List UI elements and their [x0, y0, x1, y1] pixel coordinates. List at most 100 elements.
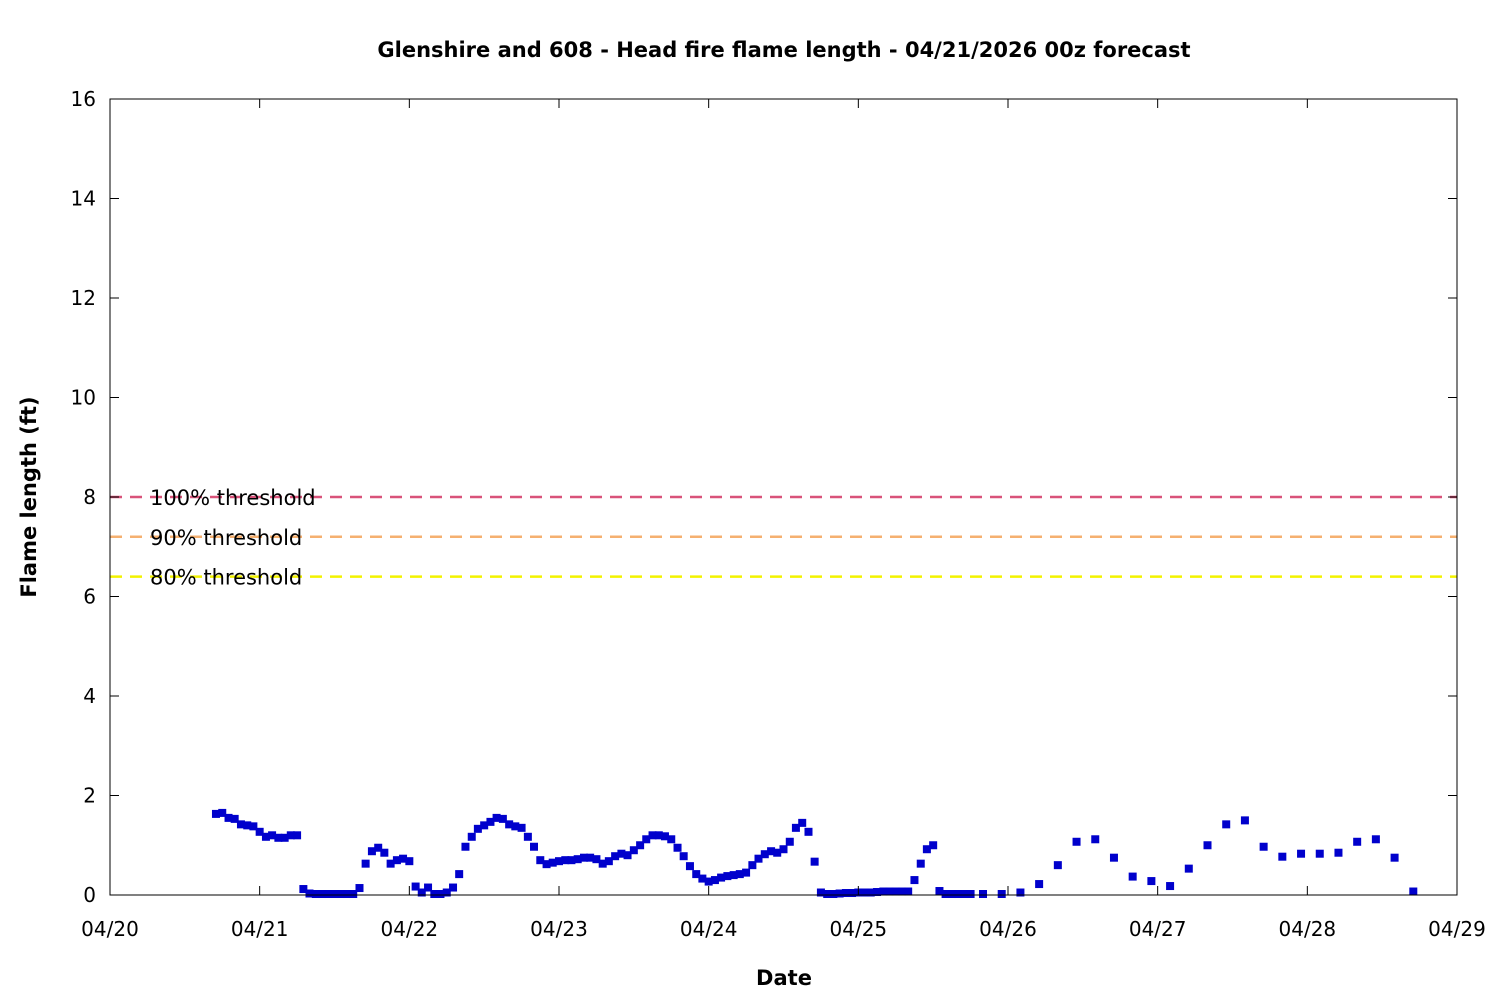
data-point — [947, 890, 956, 899]
data-point — [642, 835, 651, 844]
data-point — [1371, 835, 1380, 844]
data-point — [717, 873, 726, 882]
y-tick-label: 10 — [71, 386, 96, 410]
data-point — [561, 856, 570, 865]
data-point — [922, 845, 931, 854]
data-point — [898, 887, 907, 896]
data-point — [823, 890, 832, 899]
data-point — [330, 890, 339, 899]
data-point — [405, 857, 414, 866]
data-point — [1315, 849, 1324, 858]
data-point — [1184, 864, 1193, 873]
data-point — [1409, 887, 1418, 896]
data-point — [1091, 835, 1100, 844]
data-point — [486, 817, 495, 826]
data-point — [1334, 848, 1343, 857]
x-tick-label: 04/28 — [1279, 917, 1337, 941]
data-point — [243, 821, 252, 830]
data-point — [355, 884, 364, 893]
data-point — [798, 818, 807, 827]
data-point — [411, 882, 420, 891]
data-point — [505, 820, 514, 829]
data-point — [430, 890, 439, 899]
data-point — [592, 855, 601, 864]
axis-ticks: 04/20 04/21 04/22 04/23 04/24 04/25 04/26 04/27… — [71, 87, 1486, 941]
data-point — [1016, 888, 1025, 897]
data-point — [735, 870, 744, 879]
data-point — [449, 883, 458, 892]
data-point — [548, 858, 557, 867]
data-point — [249, 822, 258, 831]
data-point — [342, 890, 351, 899]
data-point — [723, 872, 732, 881]
data-point — [791, 823, 800, 832]
data-point — [698, 874, 707, 883]
data-point — [636, 841, 645, 850]
data-point — [835, 889, 844, 898]
data-point — [349, 890, 358, 899]
x-tick-label: 04/21 — [231, 917, 289, 941]
y-tick-label: 4 — [83, 684, 96, 708]
data-point — [873, 888, 882, 897]
y-tick-label: 6 — [83, 585, 96, 609]
data-point — [829, 890, 838, 899]
data-point — [954, 890, 963, 899]
threshold-legend-label: 80% threshold — [150, 566, 302, 590]
data-point — [885, 887, 894, 896]
data-point — [480, 821, 489, 830]
x-tick-label: 04/20 — [81, 917, 139, 941]
data-point — [311, 890, 320, 899]
data-point — [268, 831, 277, 840]
data-point — [997, 890, 1006, 899]
data-point — [1128, 872, 1137, 881]
data-point — [966, 890, 975, 899]
data-point — [455, 870, 464, 879]
data-point — [324, 890, 333, 899]
data-point — [1297, 849, 1306, 858]
y-tick-label: 2 — [83, 784, 96, 808]
x-tick-label: 04/27 — [1129, 917, 1187, 941]
data-point — [667, 835, 676, 844]
data-point — [255, 827, 264, 836]
data-point — [492, 813, 501, 822]
data-point — [648, 831, 657, 840]
data-point — [417, 888, 426, 897]
data-point — [685, 862, 694, 871]
data-point — [511, 822, 520, 831]
data-point — [941, 890, 950, 899]
data-point — [442, 888, 451, 897]
x-tick-label: 04/23 — [530, 917, 588, 941]
data-point — [211, 809, 220, 818]
data-point — [754, 854, 763, 863]
x-tick-label: 04/22 — [381, 917, 439, 941]
x-tick-label: 04/25 — [830, 917, 888, 941]
data-point — [617, 849, 626, 858]
data-point — [935, 887, 944, 896]
data-point — [929, 841, 938, 850]
threshold-legend-label: 90% threshold — [150, 526, 302, 550]
data-point — [218, 808, 227, 817]
data-point — [891, 887, 900, 896]
data-point — [629, 846, 638, 855]
threshold-lines — [110, 495, 1457, 578]
data-point — [318, 890, 327, 899]
data-point — [1053, 861, 1062, 870]
data-point — [336, 890, 345, 899]
flame-length-points — [211, 808, 1418, 899]
data-point — [760, 850, 769, 859]
data-point — [517, 823, 526, 832]
data-point — [804, 827, 813, 836]
data-point — [692, 870, 701, 879]
data-point — [579, 853, 588, 862]
data-point — [461, 842, 470, 851]
data-point — [299, 885, 308, 894]
data-point — [785, 837, 794, 846]
x-tick-label: 04/29 — [1428, 917, 1486, 941]
threshold-legend-label: 100% threshold — [150, 486, 316, 510]
data-point — [286, 831, 295, 840]
data-point — [530, 842, 539, 851]
data-point — [916, 859, 925, 868]
data-point — [779, 845, 788, 854]
data-point — [866, 888, 875, 897]
data-point — [767, 847, 776, 856]
